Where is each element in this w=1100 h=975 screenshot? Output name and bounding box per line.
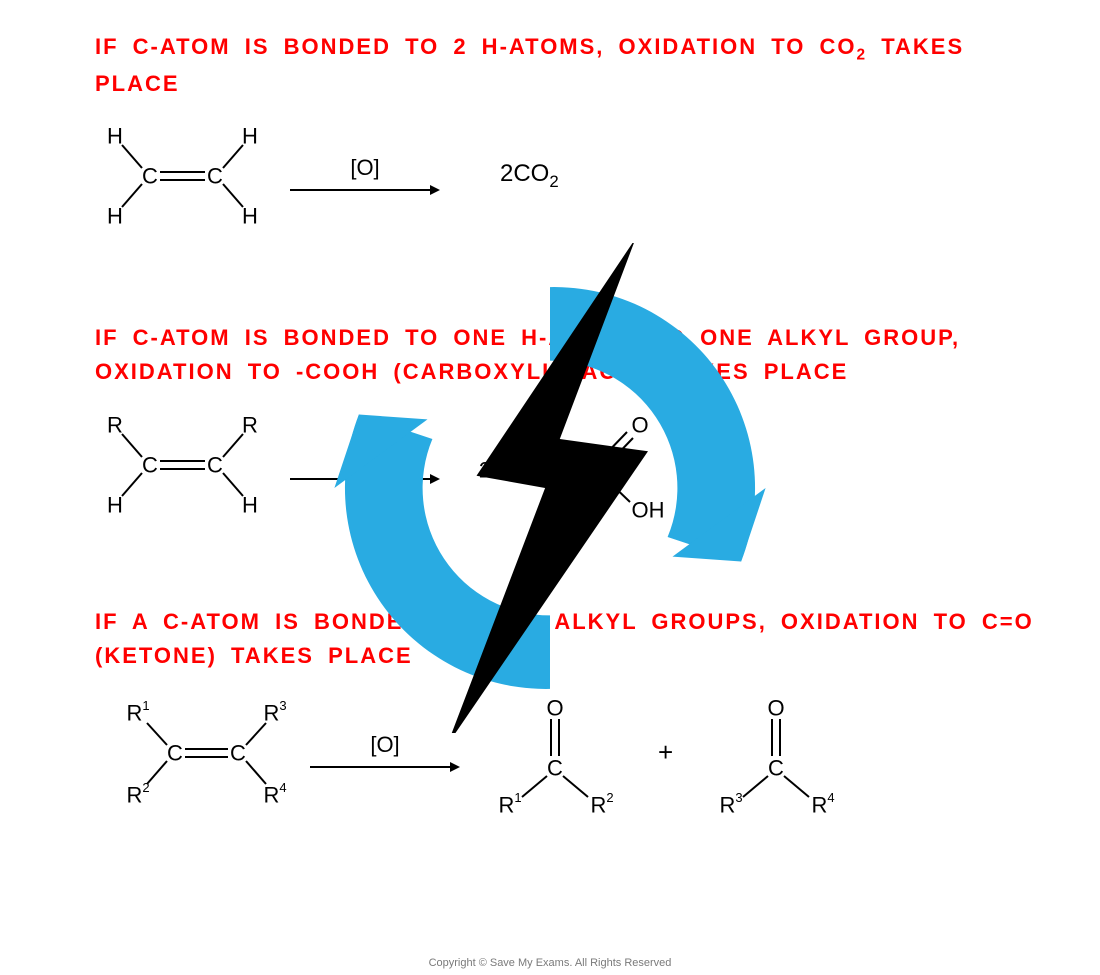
section-ketone: IF A C-ATOM IS BONDED TO TWO ALKYL GROUP… [95, 605, 1040, 813]
diagram-root: IF C-ATOM IS BONDED TO 2 H-ATOMS, OXIDAT… [0, 0, 1100, 975]
reaction-arrow-1: [O] [290, 155, 440, 197]
atom-o: O [768, 695, 785, 720]
atom-r1: R1 [498, 789, 521, 817]
atom-c-left: C [167, 741, 183, 766]
atom-c-left: C [142, 452, 158, 477]
atom-o: O [631, 412, 648, 437]
atom-r: R [517, 457, 533, 482]
rule-text-1: IF C-ATOM IS BONDED TO 2 H-ATOMS, OXIDAT… [95, 30, 1040, 101]
atom-r4: R4 [263, 780, 286, 808]
atom-oh: OH [632, 497, 665, 522]
reaction-2: C R H C R H [O] [100, 410, 1040, 520]
atom-r2: R2 [126, 780, 149, 808]
reactant-1: C H H C H H [100, 121, 260, 231]
atom-c-right: C [207, 452, 223, 477]
section-co2: IF C-ATOM IS BONDED TO 2 H-ATOMS, OXIDAT… [95, 30, 1040, 231]
atom-r3: R3 [720, 789, 743, 817]
atom-c: C [768, 755, 784, 780]
atom-h: H [242, 124, 258, 149]
arrow-label: [O] [370, 732, 399, 758]
reaction-arrow-3: [O] [310, 732, 460, 774]
atom-h: H [107, 492, 123, 517]
product-1: 2CO2 [500, 160, 559, 192]
section-cooh: IF C-ATOM IS BONDED TO ONE H-ATOM AND ON… [95, 321, 1040, 519]
atom-r: R [107, 412, 123, 437]
arrow-label: [O] [350, 444, 379, 470]
atom-c: C [589, 457, 605, 482]
atom-h: H [107, 204, 123, 229]
atom-r1: R1 [126, 698, 149, 726]
arrow-label: [O] [350, 155, 379, 181]
coeff: 2 [479, 457, 491, 482]
atom-h: H [242, 204, 258, 229]
copyright-text: Copyright © Save My Exams. All Rights Re… [0, 957, 1100, 969]
reactant-2: C R H C R H [100, 410, 260, 520]
product-2: 2 R C O OH [470, 410, 700, 520]
atom-r2: R2 [590, 789, 613, 817]
atom-r: R [242, 412, 258, 437]
atom-h: H [107, 124, 123, 149]
plus-symbol: + [650, 737, 681, 768]
atom-c-right: C [207, 164, 223, 189]
atom-r3: R3 [263, 698, 286, 726]
atom-c: C [547, 755, 563, 780]
reactant-3: C R1 R2 C R3 R4 [120, 695, 290, 810]
atom-o: O [546, 695, 563, 720]
rule-text-2: IF C-ATOM IS BONDED TO ONE H-ATOM AND ON… [95, 321, 1040, 389]
atom-r4: R4 [812, 789, 835, 817]
atom-h: H [242, 492, 258, 517]
atom-c-left: C [142, 164, 158, 189]
rule-text-3: IF A C-ATOM IS BONDED TO TWO ALKYL GROUP… [95, 605, 1040, 673]
reaction-arrow-2: [O] [290, 444, 440, 486]
reaction-1: C H H C H H [O] [100, 121, 1040, 231]
atom-c-right: C [230, 741, 246, 766]
reaction-3: C R1 R2 C R3 R4 [O] [120, 693, 1040, 813]
product-ketone-1: O C R1 R2 [480, 693, 630, 813]
product-ketone-2: O C R3 R4 [701, 693, 851, 813]
